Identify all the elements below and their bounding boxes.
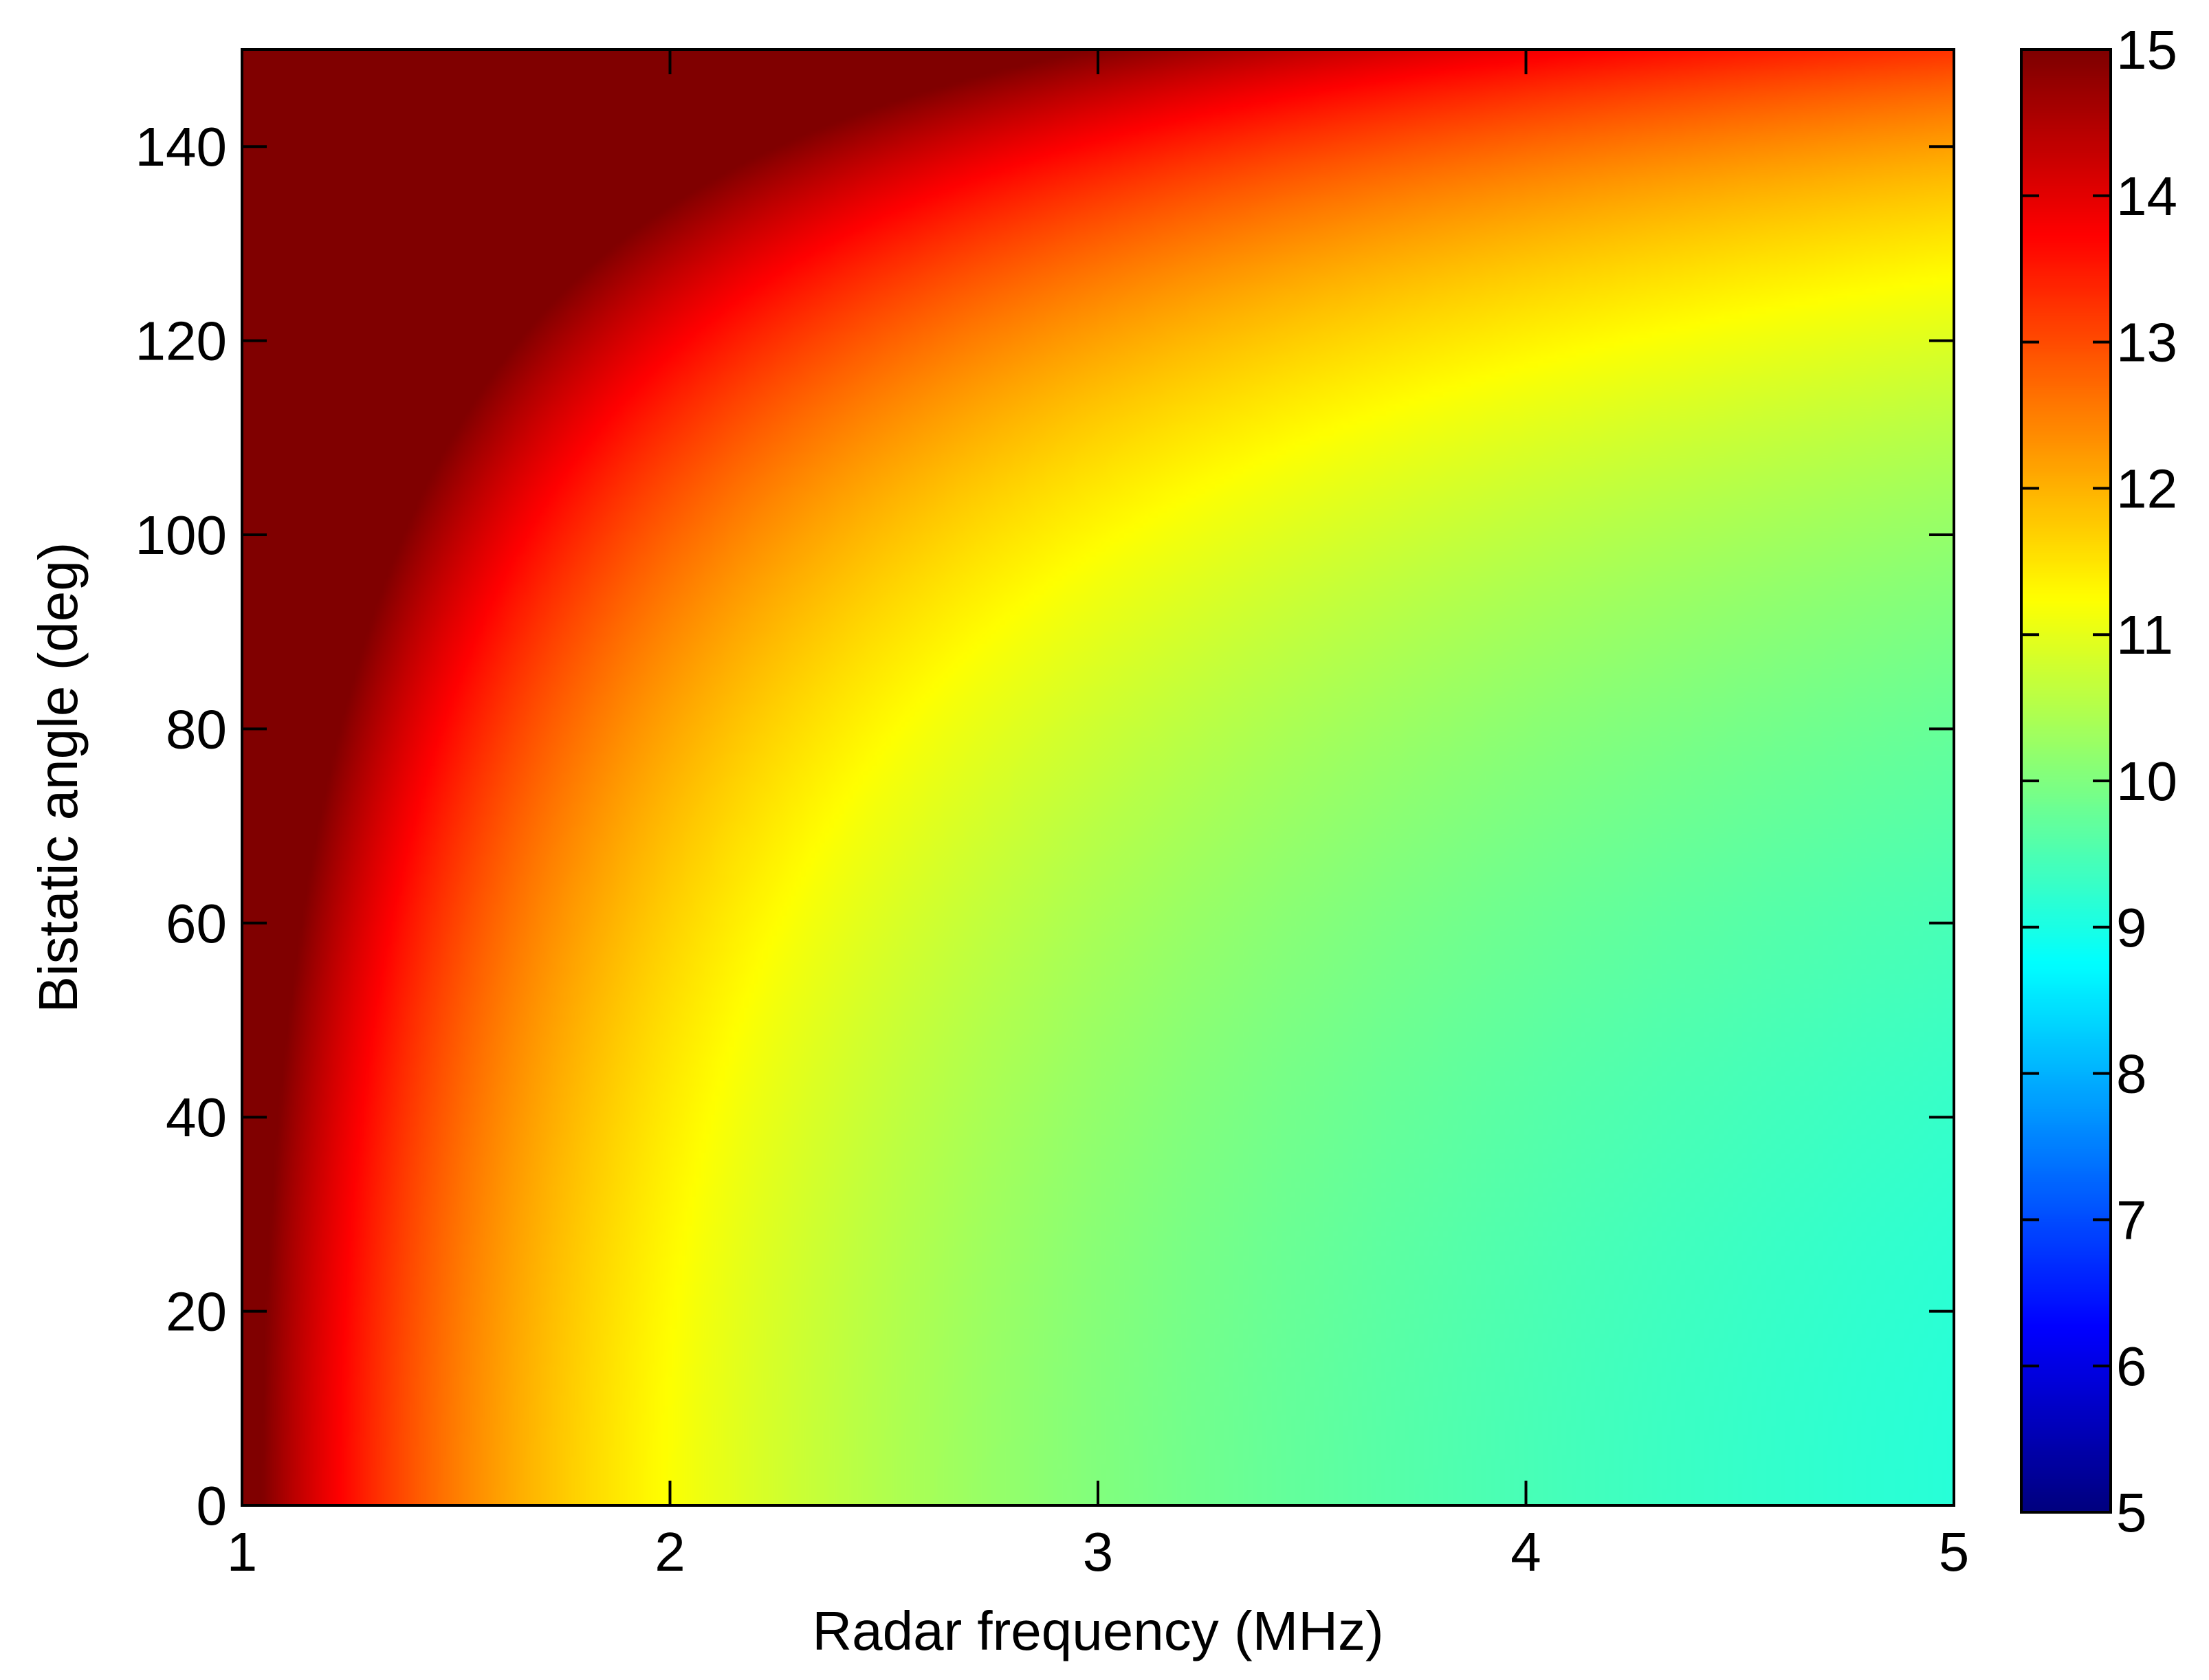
x-axis-label: Radar frequency (MHz) [812, 1600, 1383, 1661]
colorbar-tick-label: 12 [2116, 458, 2177, 519]
y-tick-label: 120 [135, 311, 227, 372]
y-tick-label: 60 [166, 893, 227, 954]
colorbar-tick-label: 6 [2116, 1336, 2147, 1397]
colorbar-tick-label: 9 [2116, 897, 2147, 958]
x-tick-label: 1 [227, 1521, 258, 1582]
heatmap-plot-area [242, 49, 1954, 1505]
y-tick-label: 140 [135, 116, 227, 177]
colorbar-tick-label: 10 [2116, 751, 2177, 812]
y-tick-label: 40 [166, 1087, 227, 1148]
colorbar-tick-label: 14 [2116, 166, 2177, 227]
colorbar-tick-label: 11 [2116, 604, 2173, 665]
colorbar-tick-label: 13 [2116, 312, 2177, 373]
colorbar-tick-label: 5 [2116, 1482, 2147, 1543]
y-axis: 0 20 40 60 80 100 120 140 [135, 116, 1954, 1536]
x-tick-label: 3 [1083, 1521, 1114, 1582]
y-axis-label: Bistatic angle (deg) [28, 542, 89, 1013]
heatmap-cells [242, 49, 1954, 1505]
y-tick-label: 0 [197, 1475, 228, 1536]
y-tick-label: 100 [135, 505, 227, 566]
y-tick-label: 80 [166, 698, 227, 760]
colorbar-axis: 5 6 7 8 9 10 11 12 13 14 15 [2021, 19, 2177, 1543]
x-tick-label: 4 [1510, 1521, 1541, 1582]
colorbar-tick-label: 8 [2116, 1043, 2147, 1105]
x-tick-label: 5 [1939, 1521, 1970, 1582]
colorbar-tick-label: 7 [2116, 1189, 2147, 1250]
x-tick-label: 2 [655, 1521, 685, 1582]
y-tick-label: 20 [166, 1281, 227, 1342]
colorbar-tick-label: 15 [2116, 19, 2177, 80]
x-axis: 1 2 3 4 5 [227, 49, 1970, 1582]
